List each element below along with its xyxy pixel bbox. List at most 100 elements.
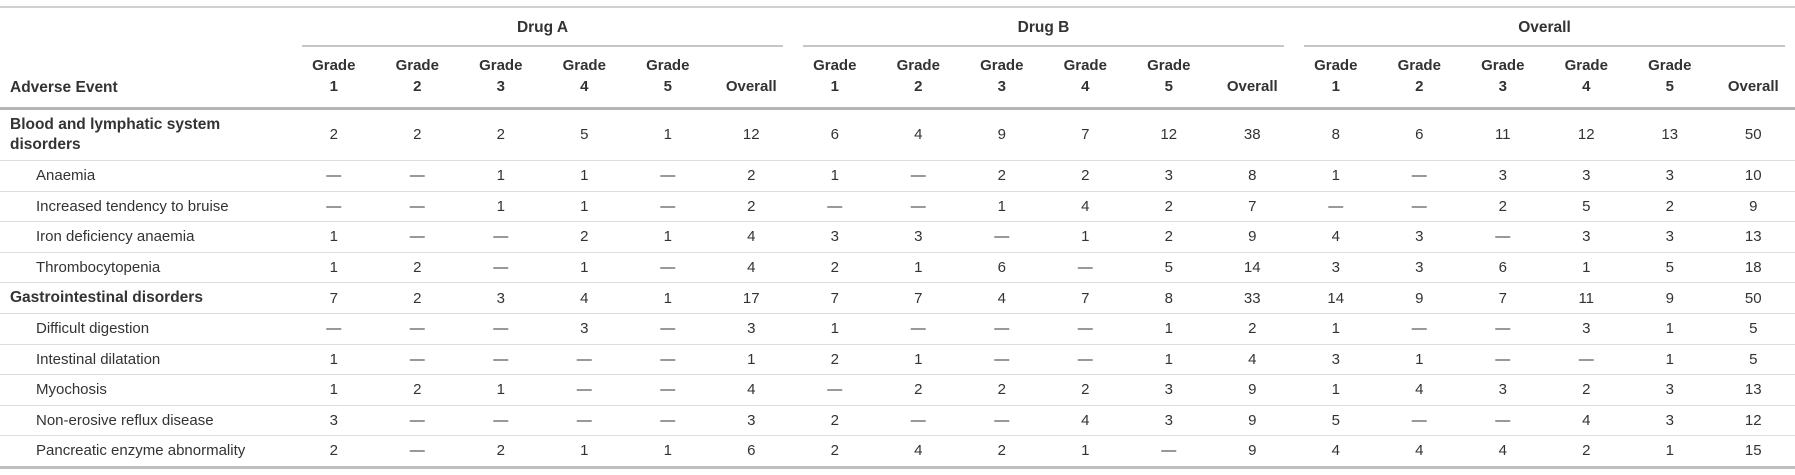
column-spanner-overall: Overall (1294, 7, 1795, 47)
table-cell: — (459, 252, 543, 284)
table-cell: 4 (960, 282, 1044, 315)
table-cell: 1 (709, 344, 793, 376)
table-cell: 1 (793, 313, 877, 345)
table-cell: 50 (1711, 108, 1795, 162)
table-cell: 2 (542, 221, 626, 253)
column-header-overall-grade-1: Grade 1 (1294, 47, 1378, 110)
table-cell: — (1461, 405, 1545, 437)
table-cell: 50 (1711, 282, 1795, 315)
table-cell: — (960, 405, 1044, 437)
table-cell: 1 (292, 344, 376, 376)
table-cell: 1 (1665, 442, 1674, 460)
table-cell: 3 (1461, 374, 1545, 406)
table-cell: 1 (459, 191, 543, 223)
row-label: Difficult digestion (0, 313, 292, 345)
table-cell: 1 (1628, 344, 1712, 376)
table-cell: 2 (1127, 191, 1211, 223)
table-cell: 5 (1711, 344, 1795, 376)
table-cell: — (626, 405, 710, 437)
column-header-drug-b-grade-1: Grade 1 (793, 47, 877, 110)
table-cell: — (1377, 313, 1461, 345)
table-cell: 3 (542, 313, 626, 345)
table-cell: 12 (709, 108, 793, 162)
table-cell: 15 (1744, 442, 1762, 460)
table-cell: 3 (1628, 374, 1712, 406)
table-cell: 3 (1294, 252, 1378, 284)
table-cell: 3 (1127, 160, 1211, 192)
table-cell: 1 (876, 344, 960, 376)
table-cell: 2 (329, 442, 338, 460)
table-cell: 7 (1210, 191, 1294, 223)
table-cell: 1 (292, 374, 376, 406)
table-cell: 3 (709, 313, 793, 345)
table-cell: 5 (542, 108, 626, 162)
table-cell: 11 (1544, 282, 1628, 315)
table-row: Gastrointestinal disorders 7 2 3 4 1 17 7 7 4 7 8 33… (0, 282, 1795, 315)
table-cell: 4 (1544, 405, 1628, 437)
table-cell: 2 (876, 374, 960, 406)
table-cell: 2 (375, 282, 459, 315)
table-cell: — (793, 191, 877, 223)
table-cell: 3 (1628, 221, 1712, 253)
table-cell: 2 (1127, 221, 1211, 253)
table-cell: — (292, 160, 376, 192)
table-cell: — (1461, 313, 1545, 345)
table-cell: — (626, 313, 710, 345)
table-cell: — (459, 221, 543, 253)
table-row: Iron deficiency anaemia 1— —2 1 4 3 3—1 2 9 4 3—3 3… (0, 221, 1795, 253)
column-spanner-label: Drug B (803, 19, 1284, 47)
table-cell: 6 (747, 442, 756, 460)
table-cell: 4 (709, 221, 793, 253)
table-cell: — (876, 405, 960, 437)
table-cell: 1 (1377, 344, 1461, 376)
table-cell: 10 (1711, 160, 1795, 192)
column-header-drug-b-grade-5: Grade 5 (1127, 47, 1211, 110)
table-cell: 2 (997, 442, 1006, 460)
table-cell: 5 (1711, 313, 1795, 345)
table-body: Blood and lymphatic system disorders 2 2 2 5… (0, 108, 1795, 468)
table-cell: — (542, 374, 626, 406)
table-cell: 9 (1210, 405, 1294, 437)
table-cell: 4 (709, 252, 793, 284)
table-row: Difficult digestion — — —3—3 1— — —1 2 1— —3 1 5 (0, 313, 1795, 345)
table-cell: 7 (876, 282, 960, 315)
table-cell: — (1377, 160, 1461, 192)
table-cell: 5 (1628, 252, 1712, 284)
table-cell: — (542, 344, 626, 376)
table-cell: 9 (1210, 374, 1294, 406)
table-cell: 2 (459, 108, 543, 162)
row-label: Non-erosive reflux disease (0, 405, 292, 437)
table-cell: — (1377, 191, 1461, 223)
table-cell: — (793, 374, 877, 406)
table-cell: — (626, 191, 710, 223)
table-cell: 3 (459, 282, 543, 315)
table-cell: — (375, 405, 459, 437)
table-cell: — (626, 374, 710, 406)
row-label: Thrombocytopenia (0, 252, 292, 284)
table-cell: 2 (793, 405, 877, 437)
table-cell: 2 (375, 374, 459, 406)
table-cell: 13 (1628, 108, 1712, 162)
table-cell: — (876, 313, 960, 345)
table-cell: — (960, 221, 1044, 253)
table-cell: — (409, 442, 425, 460)
column-header-overall-grade-2: Grade 2 (1377, 47, 1461, 110)
table-cell: — (375, 313, 459, 345)
column-header-drug-b-grade-2: Grade 2 (876, 47, 960, 110)
table-row: Intestinal dilatation 1— — — —1 2 1— —1 4 3 1— —1 5 (0, 344, 1795, 376)
row-label: Anaemia (0, 160, 292, 192)
table-cell: 3 (1461, 160, 1545, 192)
table-cell: — (960, 313, 1044, 345)
table-cell: 7 (793, 282, 877, 315)
table-cell: 2 (1628, 191, 1712, 223)
table-cell: 12 (1544, 108, 1628, 162)
table-cell: 2 (1210, 313, 1294, 345)
table-row: Pancreatic enzyme abnormality 2 — 2 1 1 6 2 4 2 1 —… (0, 436, 1795, 468)
table-cell: 1 (542, 191, 626, 223)
table-cell: 1 (1628, 313, 1712, 345)
table-cell: 1 (663, 442, 672, 460)
column-spanner-drug-a: Drug A (292, 7, 793, 47)
table-cell: 1 (960, 191, 1044, 223)
table-cell: 5 (1544, 191, 1628, 223)
